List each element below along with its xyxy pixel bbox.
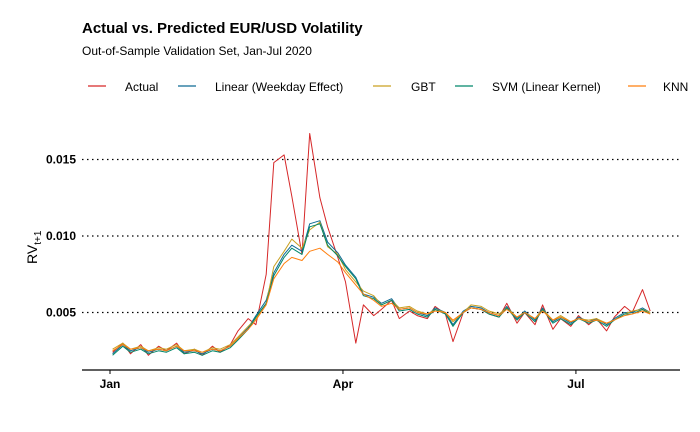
y-tick-label: 0.015 xyxy=(46,153,76,167)
x-tick-label: Jan xyxy=(100,377,121,391)
gridlines xyxy=(82,158,680,314)
series-line-gbt xyxy=(112,221,651,353)
y-tick-label: 0.010 xyxy=(46,229,76,243)
y-tick-label: 0.005 xyxy=(46,306,76,320)
legend-label: GBT xyxy=(411,80,436,94)
legend-label: SVM (Linear Kernel) xyxy=(492,80,601,94)
x-axis: Jan Apr Jul xyxy=(82,369,680,391)
y-axis: 0.005 0.010 0.015 xyxy=(46,153,76,320)
x-tick-label: Jul xyxy=(567,377,584,391)
y-axis-label: RVt+1 xyxy=(24,230,44,264)
chart-subtitle: Out-of-Sample Validation Set, Jan-Jul 20… xyxy=(82,44,312,58)
chart-title: Actual vs. Predicted EUR/USD Volatility xyxy=(82,20,363,37)
series-lines xyxy=(112,133,651,356)
x-tick-label: Apr xyxy=(333,377,354,391)
legend-item: GBT xyxy=(373,80,436,94)
series-line-linear-weekday-effect xyxy=(112,220,651,355)
legend-label: KNN xyxy=(663,80,688,94)
series-line-svm-linear-kernel xyxy=(112,223,651,356)
legend-item: Linear (Weekday Effect) xyxy=(178,80,343,94)
legend-label: Linear (Weekday Effect) xyxy=(215,80,343,94)
y-axis-label-subscript: t+1 xyxy=(33,230,44,245)
legend-item: KNN xyxy=(628,80,688,94)
legend-label: Actual xyxy=(125,80,158,94)
series-line-knn xyxy=(112,247,651,353)
y-axis-label-main: RV xyxy=(24,244,40,264)
legend-item: Actual xyxy=(88,80,158,94)
legend: Actual Linear (Weekday Effect) GBT SVM (Lin… xyxy=(88,80,688,94)
legend-item: SVM (Linear Kernel) xyxy=(455,80,601,94)
